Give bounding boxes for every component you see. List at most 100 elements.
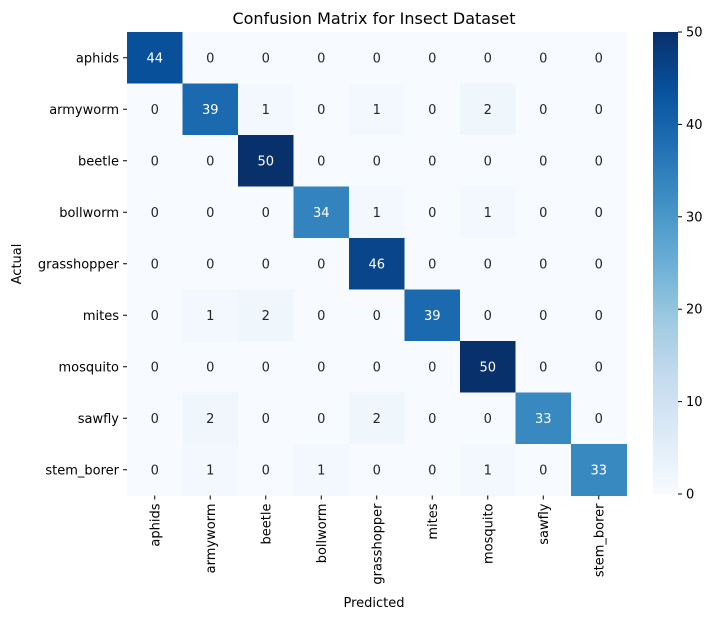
cell-value: 0: [373, 463, 381, 478]
y-tick-label: armyworm: [49, 103, 119, 118]
heatmap-cell: [182, 186, 239, 239]
colorbar-tick-label: 0: [686, 488, 694, 503]
heatmap-cell: [460, 238, 516, 290]
heatmap-cell: [127, 186, 183, 239]
cell-value: 0: [317, 309, 325, 324]
heatmap-cell: [182, 135, 239, 187]
x-tick-label: armyworm: [204, 504, 219, 574]
heatmap-cell: [293, 289, 350, 342]
heatmap-cell: [238, 83, 294, 136]
cell-value: 0: [539, 309, 547, 324]
heatmap-cell: [127, 135, 183, 187]
cell-value: 1: [206, 309, 214, 324]
heatmap-cell: [460, 135, 516, 187]
heatmap-cell: [349, 341, 405, 393]
cell-value: 0: [262, 206, 270, 221]
y-tick-label: bollworm: [59, 206, 119, 221]
colorbar-tick-label: 30: [686, 210, 703, 225]
cell-value: 0: [206, 51, 214, 66]
cell-value: 0: [595, 360, 603, 375]
heatmap-cell: [182, 238, 239, 290]
cell-value: 2: [373, 412, 381, 427]
heatmap-cell: [293, 186, 350, 239]
heatmap-cell: [404, 238, 461, 290]
cell-value: 0: [428, 463, 436, 478]
heatmap-cell: [571, 238, 627, 290]
cell-value: 0: [373, 360, 381, 375]
heatmap-cell: [460, 341, 516, 393]
cell-value: 0: [151, 360, 159, 375]
y-tick-label: aphids: [76, 51, 119, 66]
heatmap-cell: [293, 83, 350, 136]
cell-value: 0: [595, 412, 603, 427]
heatmap-cell: [127, 32, 183, 84]
cell-value: 0: [539, 51, 547, 66]
heatmap-cell: [460, 444, 516, 496]
cell-value: 0: [539, 360, 547, 375]
heatmap-cell: [515, 186, 572, 239]
cell-value: 0: [262, 257, 270, 272]
heatmap-cell: [515, 32, 572, 84]
y-tick-label: mosquito: [58, 360, 119, 375]
y-tick-label: sawfly: [78, 412, 120, 427]
heatmap-cell: [460, 32, 516, 84]
heatmap-cell: [515, 83, 572, 136]
x-tick-label: beetle: [259, 504, 274, 545]
cell-value: 0: [151, 257, 159, 272]
heatmap-cells: [127, 32, 627, 496]
colorbar: [653, 32, 678, 494]
heatmap-cell: [460, 186, 516, 239]
heatmap-cell: [349, 392, 405, 445]
heatmap-cell: [349, 83, 405, 136]
cell-value: 0: [595, 309, 603, 324]
y-tick-label: beetle: [78, 154, 119, 169]
cell-value: 1: [484, 463, 492, 478]
cell-value: 34: [313, 206, 330, 221]
cell-value: 0: [317, 257, 325, 272]
cell-value: 0: [317, 154, 325, 169]
y-axis-label: Actual: [10, 244, 25, 285]
cell-value: 0: [317, 103, 325, 118]
heatmap-cell: [238, 135, 294, 187]
heatmap-cell: [238, 32, 294, 84]
cell-value: 1: [262, 103, 270, 118]
cell-value: 0: [317, 51, 325, 66]
heatmap-cell: [182, 289, 239, 342]
heatmap-cell: [349, 444, 405, 496]
heatmap-cell: [571, 392, 627, 445]
cell-value: 1: [373, 103, 381, 118]
colorbar-tick-label: 50: [686, 26, 703, 41]
cell-value: 0: [484, 51, 492, 66]
cell-value: 0: [539, 463, 547, 478]
heatmap-cell: [571, 83, 627, 136]
cell-value: 0: [206, 206, 214, 221]
heatmap-cell: [515, 444, 572, 496]
cell-value: 33: [535, 412, 552, 427]
x-tick-label: sawfly: [537, 503, 552, 545]
heatmap-cell: [238, 289, 294, 342]
cell-value: 0: [484, 412, 492, 427]
cell-value: 0: [428, 412, 436, 427]
y-tick-label: stem_borer: [45, 463, 119, 478]
heatmap-cell: [349, 238, 405, 290]
heatmap-cell: [515, 392, 572, 445]
cell-value: 1: [484, 206, 492, 221]
cell-annotations: 44 0 0 0 0 0 0 0 0 0 39 1 0 1 0 2 0 0 0 0 50 0 0 0 0 0 0 0 0 0 34 1 0 1 0 0…: [146, 51, 607, 478]
chart-title: Confusion Matrix for Insect Dataset: [232, 9, 515, 28]
heatmap-cell: [404, 135, 461, 187]
heatmap-cell: [293, 32, 350, 84]
colorbar-ticks: 0 10 20 30 40 50: [678, 26, 703, 503]
cell-value: 0: [317, 412, 325, 427]
heatmap-cell: [127, 392, 183, 445]
cell-value: 50: [479, 360, 496, 375]
cell-value: 0: [373, 51, 381, 66]
cell-value: 39: [424, 309, 441, 324]
cell-value: 0: [539, 257, 547, 272]
heatmap-cell: [460, 83, 516, 136]
cell-value: 1: [373, 206, 381, 221]
heatmap-cell: [349, 135, 405, 187]
heatmap-cell: [515, 238, 572, 290]
x-tick-label: mosquito: [481, 503, 496, 564]
